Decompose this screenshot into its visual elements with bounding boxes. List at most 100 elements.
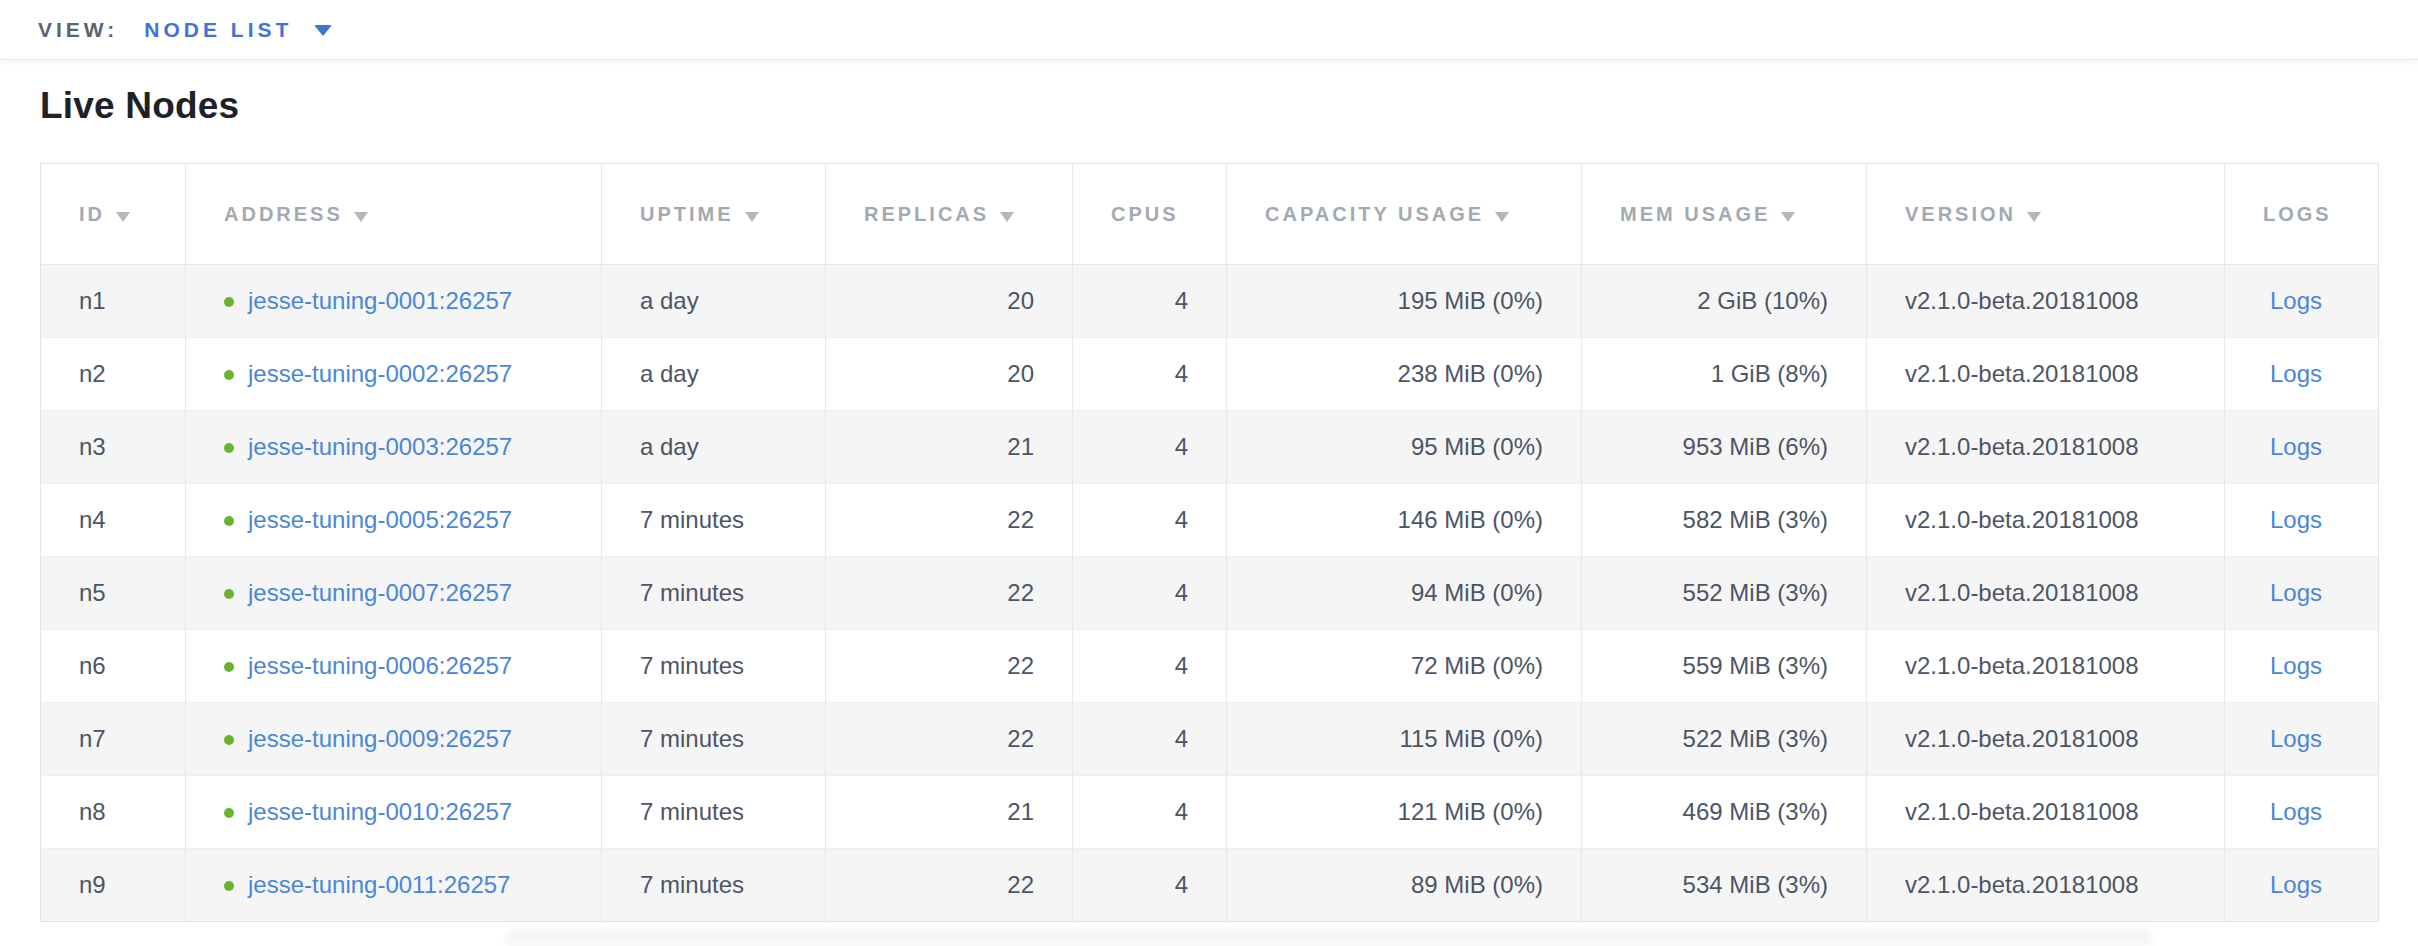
- node-logs-link[interactable]: Logs: [2270, 287, 2322, 314]
- cell-id: n6: [41, 630, 186, 703]
- node-live-status-icon: [224, 589, 234, 599]
- sort-desc-icon: [2027, 212, 2041, 222]
- cell-version: v2.1.0-beta.20181008: [1867, 776, 2225, 849]
- cell-mem: 559 MiB (3%): [1582, 630, 1867, 703]
- cell-mem: 469 MiB (3%): [1582, 776, 1867, 849]
- cell-version: v2.1.0-beta.20181008: [1867, 630, 2225, 703]
- node-live-status-icon: [224, 443, 234, 453]
- cell-capacity: 121 MiB (0%): [1227, 776, 1582, 849]
- node-logs-link[interactable]: Logs: [2270, 652, 2322, 679]
- column-header-capacity[interactable]: CAPACITY USAGE: [1227, 164, 1582, 265]
- node-address-link[interactable]: jesse-tuning-0007:26257: [248, 579, 512, 606]
- view-selector-value: NODE LIST: [144, 18, 292, 42]
- cell-uptime: 7 minutes: [602, 703, 826, 776]
- cell-cpus: 4: [1073, 849, 1227, 922]
- cell-replicas: 22: [826, 630, 1073, 703]
- node-address-link[interactable]: jesse-tuning-0001:26257: [248, 287, 512, 314]
- cell-version: v2.1.0-beta.20181008: [1867, 338, 2225, 411]
- column-header-replicas[interactable]: REPLICAS: [826, 164, 1073, 265]
- column-header-mem[interactable]: MEM USAGE: [1582, 164, 1867, 265]
- node-address-link[interactable]: jesse-tuning-0002:26257: [248, 360, 512, 387]
- cell-cpus: 4: [1073, 703, 1227, 776]
- cell-logs: Logs: [2225, 338, 2379, 411]
- cell-mem: 534 MiB (3%): [1582, 849, 1867, 922]
- sort-desc-icon: [1000, 212, 1014, 222]
- node-address-link[interactable]: jesse-tuning-0005:26257: [248, 506, 512, 533]
- cell-logs: Logs: [2225, 484, 2379, 557]
- node-address-link[interactable]: jesse-tuning-0003:26257: [248, 433, 512, 460]
- cell-replicas: 22: [826, 557, 1073, 630]
- cell-replicas: 22: [826, 703, 1073, 776]
- view-label: VIEW:: [38, 18, 118, 42]
- cell-mem: 2 GiB (10%): [1582, 265, 1867, 338]
- cell-cpus: 4: [1073, 776, 1227, 849]
- column-header-label: REPLICAS: [864, 203, 989, 225]
- node-logs-link[interactable]: Logs: [2270, 798, 2322, 825]
- column-header-uptime[interactable]: UPTIME: [602, 164, 826, 265]
- column-header-label: UPTIME: [640, 203, 734, 225]
- cell-id: n2: [41, 338, 186, 411]
- sort-desc-icon: [1781, 212, 1795, 222]
- cell-capacity: 95 MiB (0%): [1227, 411, 1582, 484]
- cell-replicas: 21: [826, 776, 1073, 849]
- cell-cpus: 4: [1073, 338, 1227, 411]
- column-header-address[interactable]: ADDRESS: [186, 164, 602, 265]
- node-address-link[interactable]: jesse-tuning-0010:26257: [248, 798, 512, 825]
- chevron-down-icon: [314, 25, 332, 36]
- node-logs-link[interactable]: Logs: [2270, 725, 2322, 752]
- cell-uptime: 7 minutes: [602, 630, 826, 703]
- node-row-n8: n8jesse-tuning-0010:262577 minutes214121…: [41, 776, 2379, 849]
- cell-address: jesse-tuning-0003:26257: [186, 411, 602, 484]
- node-row-n1: n1jesse-tuning-0001:26257a day204195 MiB…: [41, 265, 2379, 338]
- node-logs-link[interactable]: Logs: [2270, 506, 2322, 533]
- node-address-link[interactable]: jesse-tuning-0011:26257: [248, 871, 510, 898]
- column-header-label: VERSION: [1905, 203, 2016, 225]
- cell-address: jesse-tuning-0005:26257: [186, 484, 602, 557]
- cell-address: jesse-tuning-0001:26257: [186, 265, 602, 338]
- cell-version: v2.1.0-beta.20181008: [1867, 484, 2225, 557]
- cell-id: n7: [41, 703, 186, 776]
- view-bar: VIEW: NODE LIST: [0, 0, 2418, 60]
- cell-address: jesse-tuning-0002:26257: [186, 338, 602, 411]
- cell-capacity: 94 MiB (0%): [1227, 557, 1582, 630]
- cell-address: jesse-tuning-0010:26257: [186, 776, 602, 849]
- cell-replicas: 21: [826, 411, 1073, 484]
- node-logs-link[interactable]: Logs: [2270, 579, 2322, 606]
- column-header-version[interactable]: VERSION: [1867, 164, 2225, 265]
- cell-mem: 552 MiB (3%): [1582, 557, 1867, 630]
- cell-address: jesse-tuning-0011:26257: [186, 849, 602, 922]
- node-address-link[interactable]: jesse-tuning-0006:26257: [248, 652, 512, 679]
- cell-mem: 953 MiB (6%): [1582, 411, 1867, 484]
- node-live-status-icon: [224, 808, 234, 818]
- node-address-link[interactable]: jesse-tuning-0009:26257: [248, 725, 512, 752]
- node-live-status-icon: [224, 662, 234, 672]
- cell-version: v2.1.0-beta.20181008: [1867, 265, 2225, 338]
- cell-uptime: a day: [602, 411, 826, 484]
- cell-cpus: 4: [1073, 411, 1227, 484]
- cell-logs: Logs: [2225, 411, 2379, 484]
- node-row-n3: n3jesse-tuning-0003:26257a day21495 MiB …: [41, 411, 2379, 484]
- cell-mem: 522 MiB (3%): [1582, 703, 1867, 776]
- cell-id: n5: [41, 557, 186, 630]
- page-title: Live Nodes: [40, 87, 2378, 124]
- cell-logs: Logs: [2225, 265, 2379, 338]
- cell-capacity: 115 MiB (0%): [1227, 703, 1582, 776]
- node-live-status-icon: [224, 297, 234, 307]
- column-header-label: MEM USAGE: [1620, 203, 1770, 225]
- cell-uptime: a day: [602, 338, 826, 411]
- cell-address: jesse-tuning-0009:26257: [186, 703, 602, 776]
- cell-mem: 582 MiB (3%): [1582, 484, 1867, 557]
- column-header-id[interactable]: ID: [41, 164, 186, 265]
- cell-version: v2.1.0-beta.20181008: [1867, 411, 2225, 484]
- column-header-cpus: CPUS: [1073, 164, 1227, 265]
- column-header-label: ID: [79, 203, 105, 225]
- column-header-label: ADDRESS: [224, 203, 343, 225]
- sort-desc-icon: [1495, 212, 1509, 222]
- sort-desc-icon: [745, 212, 759, 222]
- node-logs-link[interactable]: Logs: [2270, 433, 2322, 460]
- main-content: Live Nodes ID ADDRESS UPTIME REPLICAS CPUSCA…: [0, 87, 2418, 922]
- cell-cpus: 4: [1073, 265, 1227, 338]
- node-logs-link[interactable]: Logs: [2270, 360, 2322, 387]
- node-logs-link[interactable]: Logs: [2270, 871, 2322, 898]
- view-selector-dropdown[interactable]: NODE LIST: [144, 18, 332, 42]
